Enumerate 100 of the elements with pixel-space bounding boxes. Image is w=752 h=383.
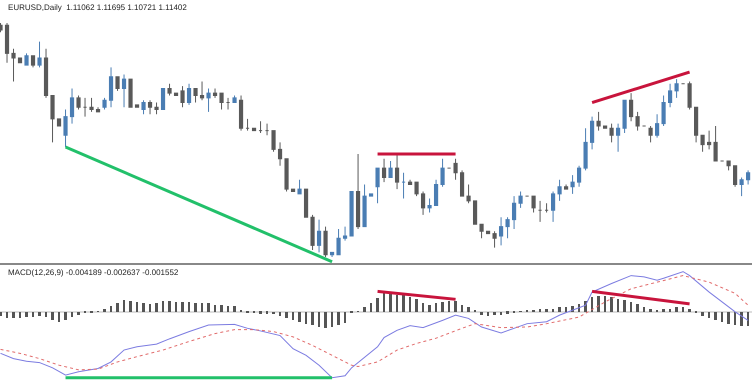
candlestick [24,52,29,66]
candlestick [427,198,432,214]
bar [389,293,392,312]
candlestick [264,123,270,136]
bar [201,303,203,312]
candlestick [342,226,348,242]
candlestick [655,114,660,138]
bar [155,303,158,312]
candlestick [700,134,705,152]
candlestick [388,160,393,178]
candlestick [336,228,341,256]
candlestick [375,168,380,204]
bar [493,312,496,316]
bar [142,303,145,312]
candlestick [394,154,400,190]
bar [610,297,613,312]
candlestick [206,88,211,112]
candlestick [70,88,74,124]
candlestick [590,116,594,150]
bar [376,298,379,312]
candlestick [304,188,308,218]
candlestick [63,109,68,148]
candlestick [115,76,120,92]
candlestick [401,172,406,200]
candlestick [453,158,458,180]
candlestick [141,100,146,115]
candlestick [472,200,478,225]
bar [701,312,704,316]
candlestick [531,196,536,214]
candlestick [662,95,666,126]
bar [279,312,281,316]
candlestick [512,196,516,230]
candlestick [245,118,250,132]
bar [740,312,743,326]
bar [539,309,541,312]
candlestick [694,106,698,143]
candlestick [714,125,718,162]
candlestick [278,142,282,166]
candlestick [193,88,198,104]
candlestick [154,102,159,115]
bar [370,303,372,312]
candlestick [186,83,192,106]
candlestick [102,97,107,110]
bar [675,307,678,312]
bar [168,301,171,312]
bar [623,300,626,312]
bar [441,302,444,312]
candlestick [420,190,426,216]
candlestick [434,179,438,206]
bar [149,304,151,312]
bar [19,312,21,318]
candlestick [349,190,354,236]
candlestick [505,216,510,239]
bar [0,312,2,316]
candlestick [290,188,296,192]
candlestick [746,170,750,185]
bar [591,297,593,312]
candlestick [4,22,10,64]
bar [103,309,106,312]
candlestick [557,179,562,202]
bar [45,312,47,318]
bar [597,296,600,312]
candlestick [408,179,412,185]
candlestick [648,125,653,143]
bar [727,312,730,324]
bar [688,309,691,312]
bar [552,309,554,312]
candlestick [498,216,504,246]
bar [435,303,437,312]
bar [708,312,710,318]
text: EURUSD,Daily 1.11062 1.11695 1.10721 1.11402 [8,3,188,12]
candlestick [622,100,627,134]
candlestick [596,111,601,132]
candlestick [740,176,744,197]
candlestick [284,158,289,192]
bar [116,303,119,312]
bar [337,312,340,326]
bar [467,307,470,312]
bar [181,302,184,312]
bar [454,301,457,312]
candlestick [30,55,36,68]
bar [77,312,80,316]
bar [448,301,450,312]
bar [480,312,483,316]
bar [682,307,684,312]
bar [175,302,177,312]
candlestick [570,174,575,194]
candlestick [238,95,244,132]
candlestick [18,58,22,64]
candlestick [226,97,230,110]
bar [500,312,502,316]
bar [233,306,236,312]
candlestick [108,66,114,108]
candlestick [636,111,640,132]
bar [383,293,385,312]
candlestick [492,230,497,248]
bar [214,305,216,312]
candlestick [460,170,464,197]
bar [71,312,73,318]
candlestick [609,123,614,143]
